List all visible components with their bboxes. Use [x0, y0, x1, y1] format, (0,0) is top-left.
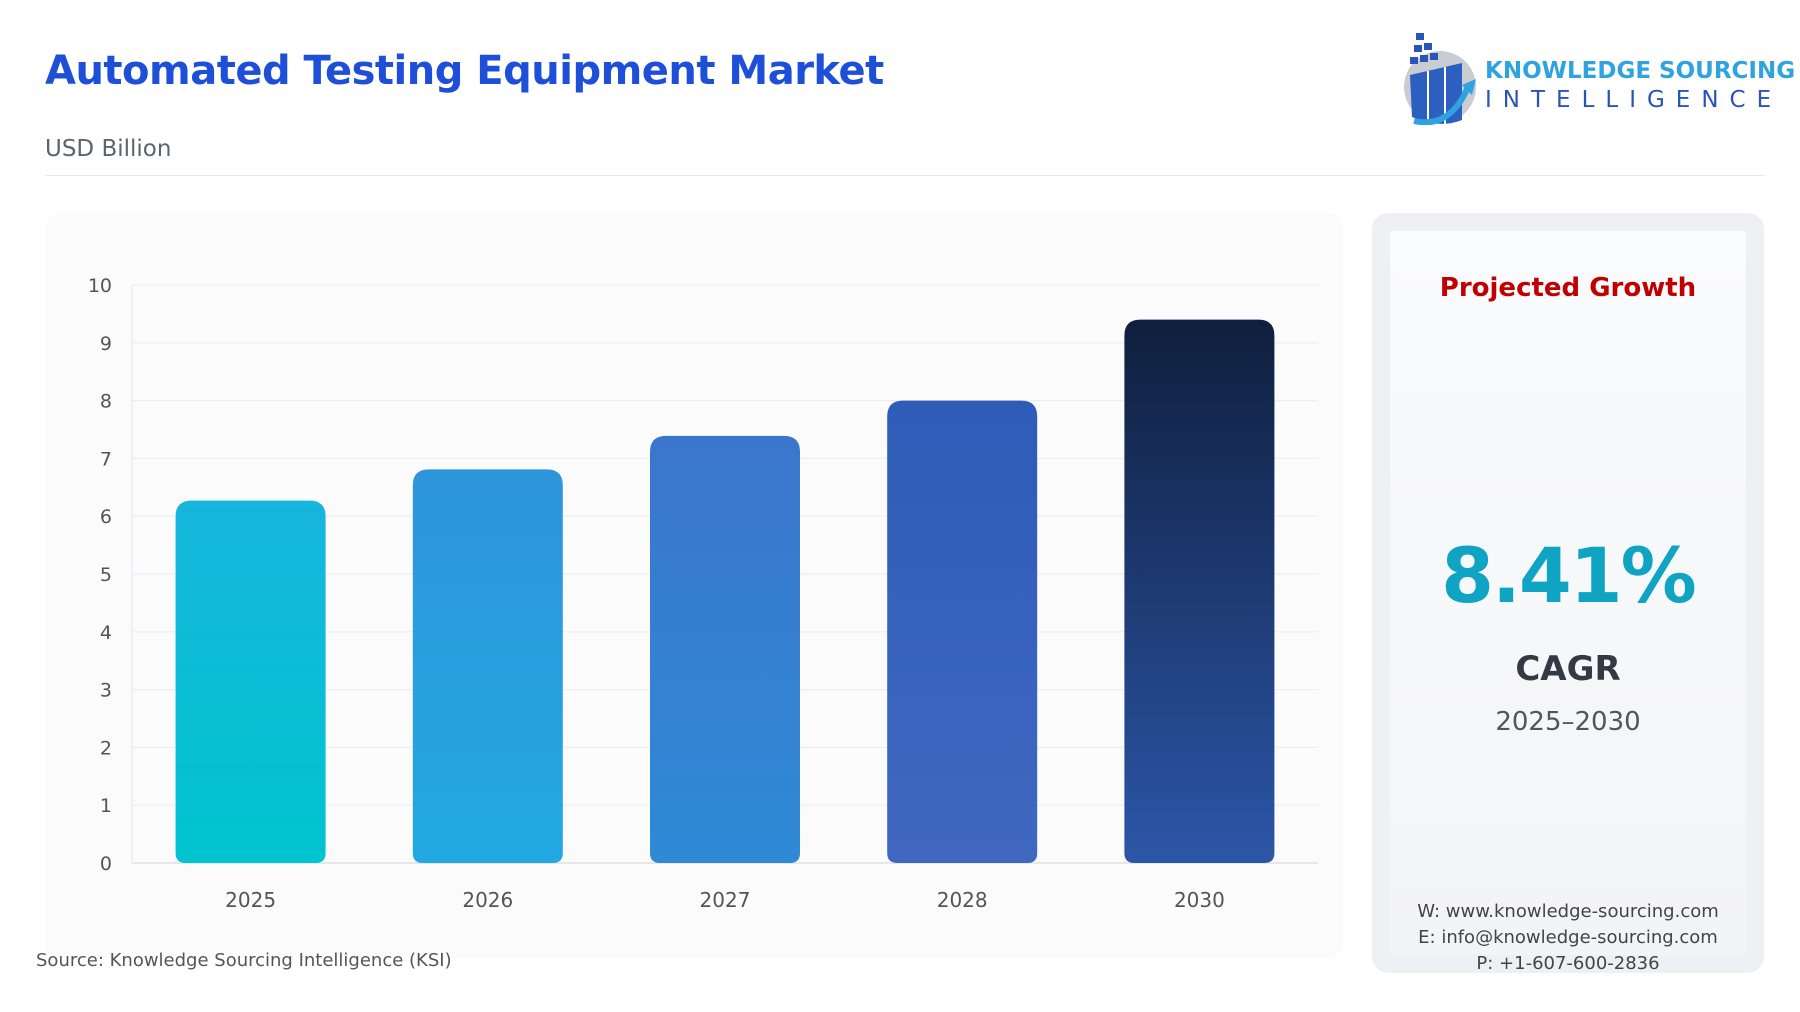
logo-text: INTELLIGENCE [1485, 87, 1783, 113]
unit-subtitle: USD Billion [45, 136, 172, 162]
y-tick-label: 6 [100, 506, 112, 528]
y-tick-label: 3 [100, 680, 112, 702]
y-tick-label: 9 [100, 333, 112, 355]
bar-2025 [175, 500, 326, 863]
x-tick-label: 2026 [462, 888, 513, 912]
y-tick-label: 4 [100, 622, 112, 644]
contact-info: W: www.knowledge-sourcing.com E: info@kn… [1390, 899, 1746, 977]
cagr-value: 8.41% [1441, 531, 1697, 620]
growth-panel: Projected Growth 8.41% CAGR 2025–2030 W:… [1372, 213, 1764, 974]
logo-text: KNOWLEDGE SOURCING [1485, 58, 1796, 84]
logo-icon [1404, 33, 1476, 126]
bar-2027 [650, 435, 800, 863]
y-tick-label: 0 [100, 853, 112, 875]
bar-2028 [887, 400, 1038, 863]
y-tick-label: 5 [100, 564, 112, 586]
y-tick-label: 1 [100, 795, 112, 817]
email-link[interactable]: E: info@knowledge-sourcing.com [1418, 927, 1718, 948]
x-tick-label: 2028 [937, 888, 988, 912]
page-title: Automated Testing Equipment Market [45, 48, 884, 94]
y-tick-label: 2 [100, 737, 112, 759]
website-link[interactable]: W: www.knowledge-sourcing.com [1417, 901, 1719, 922]
bar-2026 [412, 469, 563, 863]
chart-card: 0 1 2 3 4 5 6 7 8 9 10 2025 2026 2027 2028 2030 [45, 213, 1343, 958]
y-tick-label: 10 [88, 275, 112, 297]
x-tick-label: 2027 [700, 888, 751, 912]
phone-text: P: +1-607-600-2836 [1476, 953, 1660, 974]
cagr-label: CAGR [1515, 649, 1621, 689]
company-logo: KNOWLEDGE SOURCING INTELLIGENCE [1400, 25, 1795, 126]
growth-heading: Projected Growth [1439, 273, 1697, 303]
cagr-period: 2025–2030 [1495, 707, 1641, 737]
y-tick-label: 7 [100, 448, 112, 470]
bar-chart: 0 1 2 3 4 5 6 7 8 9 10 2025 2026 2027 2028 2030 [88, 275, 1318, 912]
y-tick-label: 8 [100, 391, 112, 413]
source-note: Source: Knowledge Sourcing Intelligence … [36, 950, 452, 971]
x-tick-label: 2025 [225, 888, 276, 912]
divider [45, 175, 1765, 176]
bar-2030 [1124, 319, 1275, 863]
x-tick-label: 2030 [1174, 888, 1225, 912]
